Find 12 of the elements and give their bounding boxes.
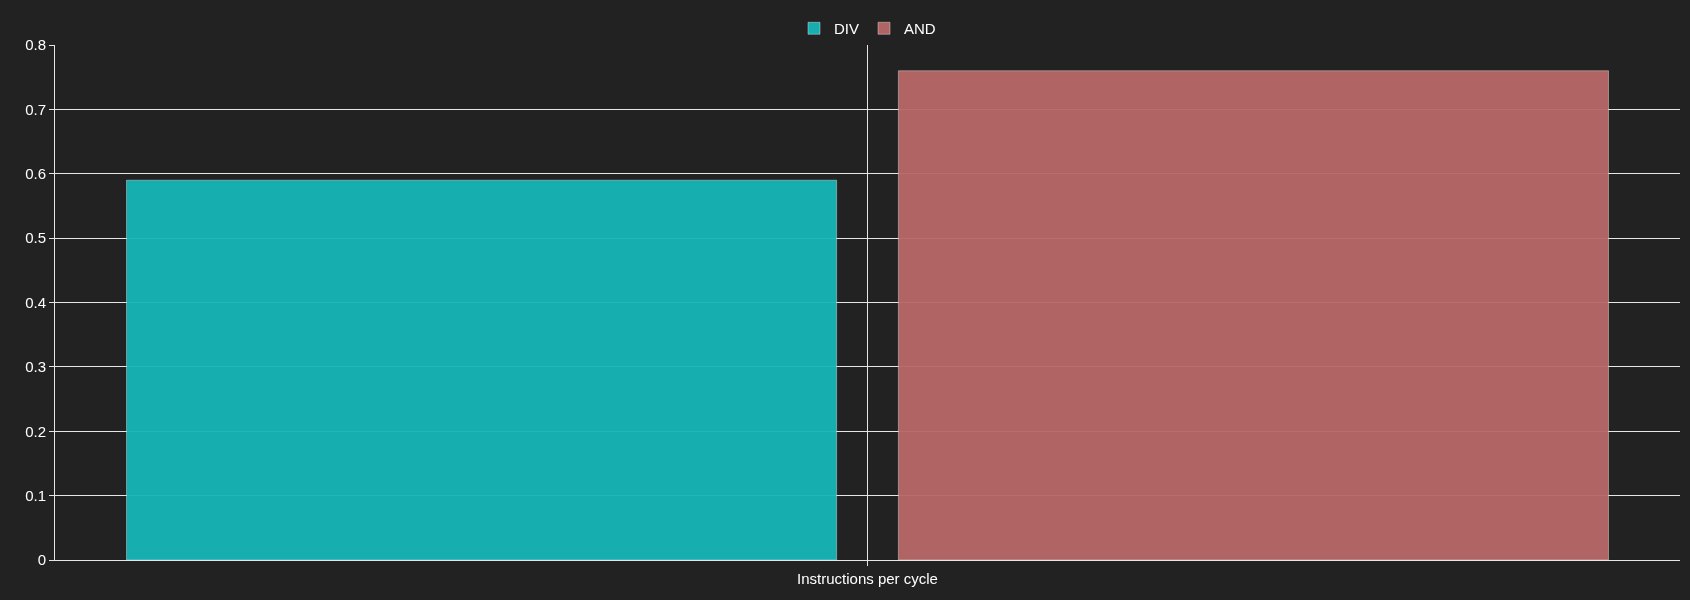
legend-label: AND: [904, 20, 936, 38]
y-tick-label: 0.8: [25, 36, 46, 54]
x-tick-label: Instructions per cycle: [797, 570, 938, 587]
y-tick-label: 0: [37, 551, 46, 569]
y-tick-label: 0.6: [25, 165, 46, 182]
y-tick-label: 0.7: [25, 100, 46, 118]
y-tick-label: 0.2: [25, 422, 46, 440]
y-tick-label: 0.3: [25, 358, 46, 376]
y-tick-label: 0.1: [25, 486, 46, 504]
y-tick-label: 0.4: [25, 293, 46, 311]
y-tick-label: 0.5: [25, 229, 46, 247]
legend-label: DIV: [834, 20, 860, 38]
